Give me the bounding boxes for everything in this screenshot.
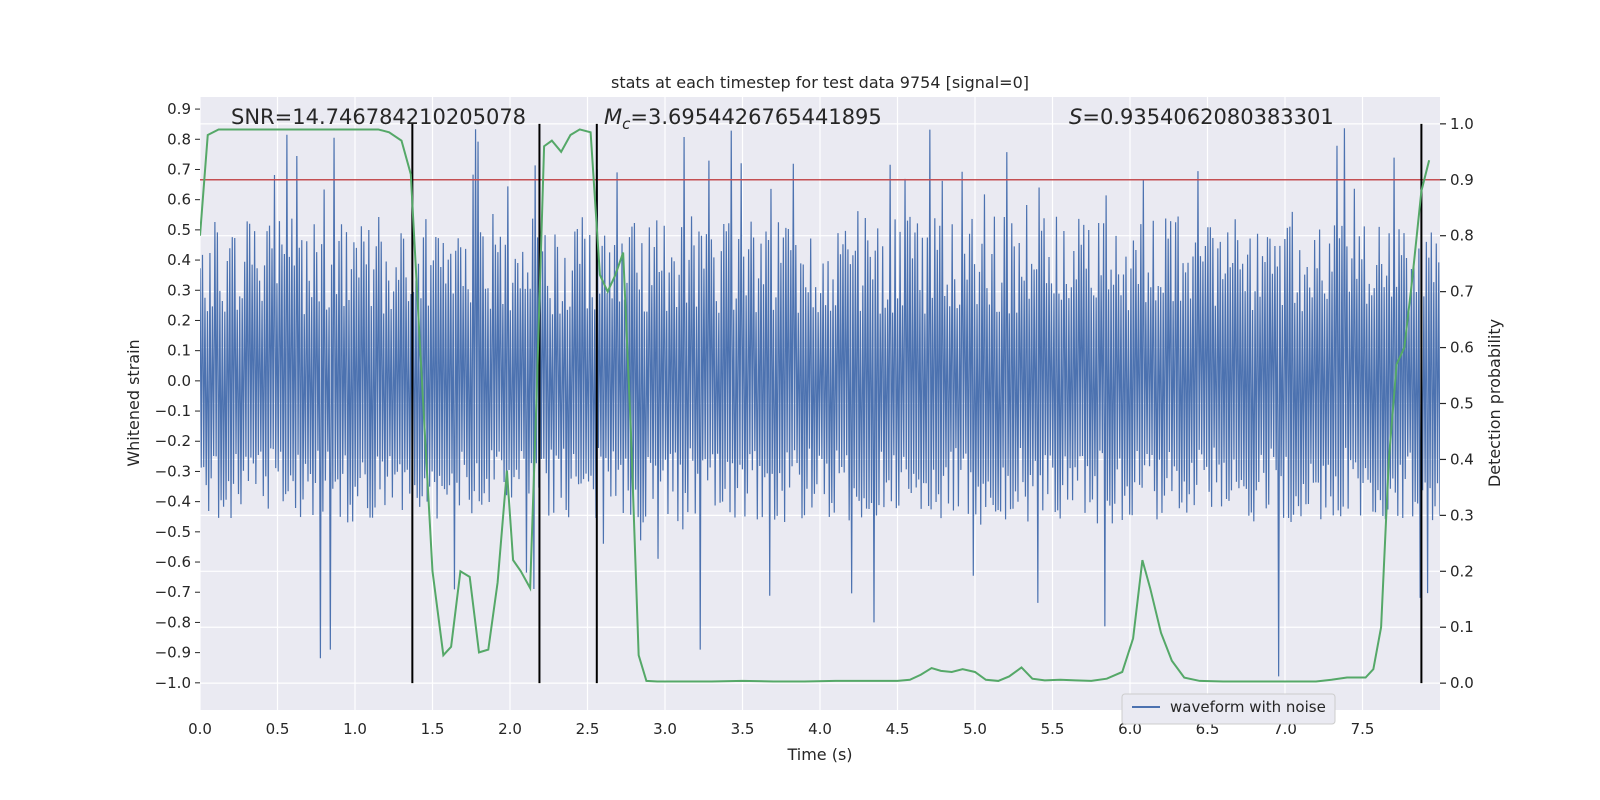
y-tick-label: −0.3 bbox=[155, 462, 191, 480]
y-tick-label: 0.8 bbox=[167, 130, 191, 148]
y2-tick-label: 1.0 bbox=[1450, 115, 1474, 133]
y-tick-label: 0.1 bbox=[167, 342, 191, 360]
y-tick-label: 0.4 bbox=[167, 251, 191, 269]
waveform-series bbox=[200, 128, 1440, 677]
mc-value: =3.6954426765441895 bbox=[630, 105, 881, 129]
y-axis-label: Whitened strain bbox=[124, 339, 143, 466]
y-tick-label: −0.7 bbox=[155, 583, 191, 601]
x-tick-label: 3.0 bbox=[653, 720, 677, 738]
x-tick-label: 5.0 bbox=[963, 720, 987, 738]
y2-tick-label: 0.8 bbox=[1450, 227, 1474, 245]
x-tick-label: 4.5 bbox=[886, 720, 910, 738]
y2-axis-ticks: 1.0 0.9 0.8 0.7 0.6 0.5 0.4 0.3 0.2 0.1 0.0 bbox=[1440, 115, 1474, 692]
x-tick-label: 5.5 bbox=[1041, 720, 1065, 738]
s-value: =0.9354062080383301 bbox=[1082, 105, 1333, 129]
mc-subscript: c bbox=[622, 115, 631, 133]
x-axis-label: Time (s) bbox=[786, 745, 852, 764]
y2-tick-label: 0.5 bbox=[1450, 395, 1474, 413]
x-tick-label: 1.0 bbox=[343, 720, 367, 738]
x-tick-label: 3.5 bbox=[731, 720, 755, 738]
y-tick-label: −0.4 bbox=[155, 493, 191, 511]
snr-annotation: SNR=14.746784210205078 bbox=[231, 105, 526, 129]
y-tick-label: −1.0 bbox=[155, 674, 191, 692]
y-tick-label: −0.9 bbox=[155, 644, 191, 662]
y2-tick-label: 0.4 bbox=[1450, 450, 1474, 468]
y-tick-label: −0.6 bbox=[155, 553, 191, 571]
y2-axis-label: Detection probability bbox=[1485, 319, 1504, 487]
y2-tick-label: 0.7 bbox=[1450, 283, 1474, 301]
y2-tick-label: 0.9 bbox=[1450, 171, 1474, 189]
y-tick-label: 0.6 bbox=[167, 191, 191, 209]
chart-title: stats at each timestep for test data 975… bbox=[611, 73, 1029, 92]
x-tick-label: 1.5 bbox=[421, 720, 445, 738]
y-tick-label: 0.7 bbox=[167, 160, 191, 178]
x-tick-label: 4.0 bbox=[808, 720, 832, 738]
y2-tick-label: 0.1 bbox=[1450, 618, 1474, 636]
y-tick-label: 0.9 bbox=[167, 100, 191, 118]
x-tick-label: 7.5 bbox=[1351, 720, 1375, 738]
y2-tick-label: 0.3 bbox=[1450, 506, 1474, 524]
s-annotation: S=0.9354062080383301 bbox=[1069, 105, 1334, 129]
y-tick-label: 0.3 bbox=[167, 281, 191, 299]
y-tick-label: 0.5 bbox=[167, 221, 191, 239]
y-tick-label: 0.2 bbox=[167, 311, 191, 329]
probability-series bbox=[200, 128, 1431, 683]
y-tick-label: 0.0 bbox=[167, 372, 191, 390]
s-symbol: S bbox=[1069, 105, 1082, 129]
y-tick-label: −0.2 bbox=[155, 432, 191, 450]
y-tick-label: −0.1 bbox=[155, 402, 191, 420]
y-tick-label: −0.8 bbox=[155, 613, 191, 631]
legend-entry-label: waveform with noise bbox=[1170, 698, 1326, 716]
y-axis-ticks: 0.9 0.8 0.7 0.6 0.5 0.4 0.3 0.2 0.1 0.0 −0.1 −0.2 −0… bbox=[155, 100, 200, 692]
legend-box bbox=[1121, 693, 1336, 725]
x-tick-label: 2.5 bbox=[576, 720, 600, 738]
x-tick-label: 2.0 bbox=[498, 720, 522, 738]
y2-tick-label: 0.6 bbox=[1450, 339, 1474, 357]
x-tick-label: 0.0 bbox=[188, 720, 212, 738]
y2-tick-label: 0.2 bbox=[1450, 562, 1474, 580]
legend: waveform with noise bbox=[1121, 693, 1336, 725]
y-tick-label: −0.5 bbox=[155, 523, 191, 541]
x-tick-label: 0.5 bbox=[266, 720, 290, 738]
y2-tick-label: 0.0 bbox=[1450, 674, 1474, 692]
mc-annotation: Mc=3.6954426765441895 bbox=[604, 105, 882, 133]
mc-symbol: M bbox=[604, 105, 622, 129]
